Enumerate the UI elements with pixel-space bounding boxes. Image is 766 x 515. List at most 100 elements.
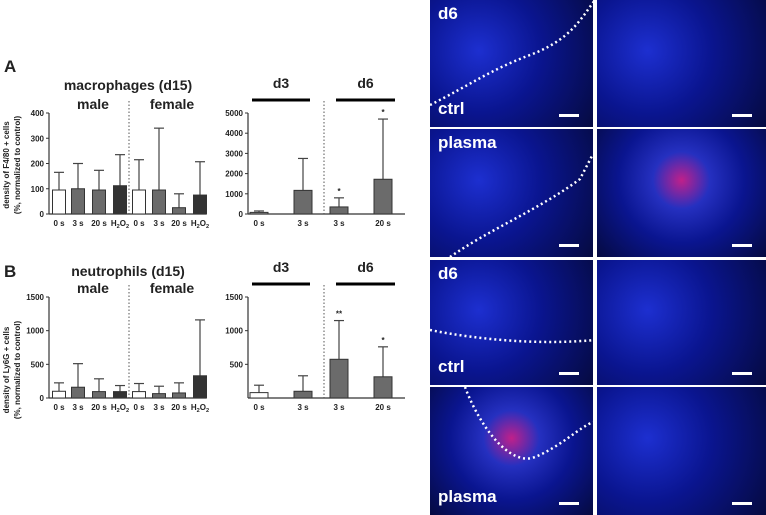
image-label: ctrl (438, 99, 465, 118)
tissue-boundary-line (449, 153, 593, 257)
y-axis-label: density of F4/80 + cells (%, normalized t… (2, 116, 22, 215)
panel-title: neutrophils (d15) (71, 263, 185, 279)
bar (113, 185, 127, 215)
significance-marker: ** (336, 310, 343, 319)
y-tick-label: 400 (31, 109, 45, 118)
group-label: d6 (357, 259, 374, 275)
microscopy-image (597, 0, 766, 127)
y-tick-label: 2000 (225, 170, 243, 179)
x-tick-label: H2O2 (111, 219, 129, 230)
tissue-boundary-line (430, 0, 593, 107)
x-tick-label: 20 s (375, 219, 391, 228)
y-tick-label: 4000 (225, 129, 243, 138)
microscopy-image (597, 387, 766, 515)
group-label: female (150, 280, 195, 296)
x-tick-label: 20 s (375, 403, 391, 412)
y-axis-label: density of Ly6G + cells (%, normalized to… (2, 321, 22, 420)
x-tick-label: 0 s (133, 403, 145, 412)
bar (193, 194, 207, 215)
bar (132, 189, 146, 215)
scale-bar (559, 502, 579, 505)
bar (172, 207, 186, 215)
y-tick-label: 1000 (225, 327, 243, 336)
y-tick-label: 1500 (225, 293, 243, 302)
image-label: d6 (438, 264, 458, 283)
y-axis-label-line2: (%, normalized to control) (13, 321, 22, 420)
microscopy-image (597, 129, 766, 257)
y-axis-label-line2: (%, normalized to control) (13, 116, 22, 215)
x-tick-label: 20 s (91, 403, 107, 412)
bar (92, 189, 106, 215)
x-tick-label: 0 s (53, 219, 65, 228)
y-tick-label: 500 (230, 360, 244, 369)
y-tick-label: 1500 (26, 293, 44, 302)
bar (249, 392, 269, 399)
image-label: plasma (438, 487, 497, 506)
panel-letter: A (4, 57, 16, 76)
y-tick-label: 1000 (225, 190, 243, 199)
x-tick-label: 0 s (133, 219, 145, 228)
y-axis-label-line1: density of Ly6G + cells (2, 326, 11, 413)
x-tick-label: 3 s (333, 219, 345, 228)
y-tick-label: 300 (31, 134, 45, 143)
y-tick-label: 100 (31, 185, 45, 194)
bar (132, 391, 146, 399)
group-label: d3 (273, 75, 290, 91)
x-tick-label: H2O2 (111, 403, 129, 414)
bar (71, 188, 85, 215)
y-tick-label: 0 (40, 210, 45, 219)
significance-marker: * (381, 336, 385, 345)
image-label: ctrl (438, 357, 465, 376)
scale-bar (559, 244, 579, 247)
bar (152, 189, 166, 215)
bar (71, 386, 85, 399)
x-tick-label: 0 s (253, 403, 265, 412)
scale-bar (732, 114, 752, 117)
x-tick-label: H2O2 (191, 403, 209, 414)
bar (293, 390, 313, 399)
microscopy-image (597, 260, 766, 385)
microscopy-image: d6 ctrl (430, 260, 593, 385)
scale-bar (559, 114, 579, 117)
scale-bar (732, 502, 752, 505)
x-tick-label: 3 s (297, 219, 309, 228)
y-tick-label: 0 (40, 394, 45, 403)
group-label: d6 (357, 75, 374, 91)
y-tick-label: 3000 (225, 149, 243, 158)
x-tick-label: 3 s (333, 403, 345, 412)
x-tick-label: 3 s (153, 403, 165, 412)
group-label: female (150, 96, 195, 112)
y-tick-label: 500 (31, 360, 45, 369)
bar (152, 393, 166, 399)
y-axis-label-line1: density of F4/80 + cells (2, 121, 11, 209)
significance-marker: * (337, 187, 341, 196)
x-tick-label: 20 s (171, 403, 187, 412)
tissue-boundary-line (463, 387, 593, 460)
y-tick-label: 0 (239, 210, 244, 219)
panel-title: macrophages (d15) (64, 77, 192, 93)
bar (373, 376, 393, 399)
bar (293, 189, 313, 215)
y-tick-label: 1000 (26, 327, 44, 336)
group-label: male (77, 96, 109, 112)
x-tick-label: 3 s (72, 219, 84, 228)
tissue-boundary-line (430, 328, 593, 344)
scale-bar (559, 372, 579, 375)
scale-bar (732, 372, 752, 375)
x-tick-label: 0 s (53, 403, 65, 412)
bar (329, 206, 349, 215)
x-tick-label: 20 s (91, 219, 107, 228)
x-tick-label: H2O2 (191, 219, 209, 230)
group-label: d3 (273, 259, 290, 275)
x-tick-label: 3 s (297, 403, 309, 412)
bar (52, 189, 66, 215)
x-tick-label: 3 s (72, 403, 84, 412)
scale-bar (732, 244, 752, 247)
image-label: d6 (438, 4, 458, 23)
significance-marker: * (381, 108, 385, 117)
microscopy-image: plasma (430, 129, 593, 257)
image-label: plasma (438, 133, 497, 152)
y-tick-label: 200 (31, 160, 45, 169)
bar (373, 178, 393, 215)
